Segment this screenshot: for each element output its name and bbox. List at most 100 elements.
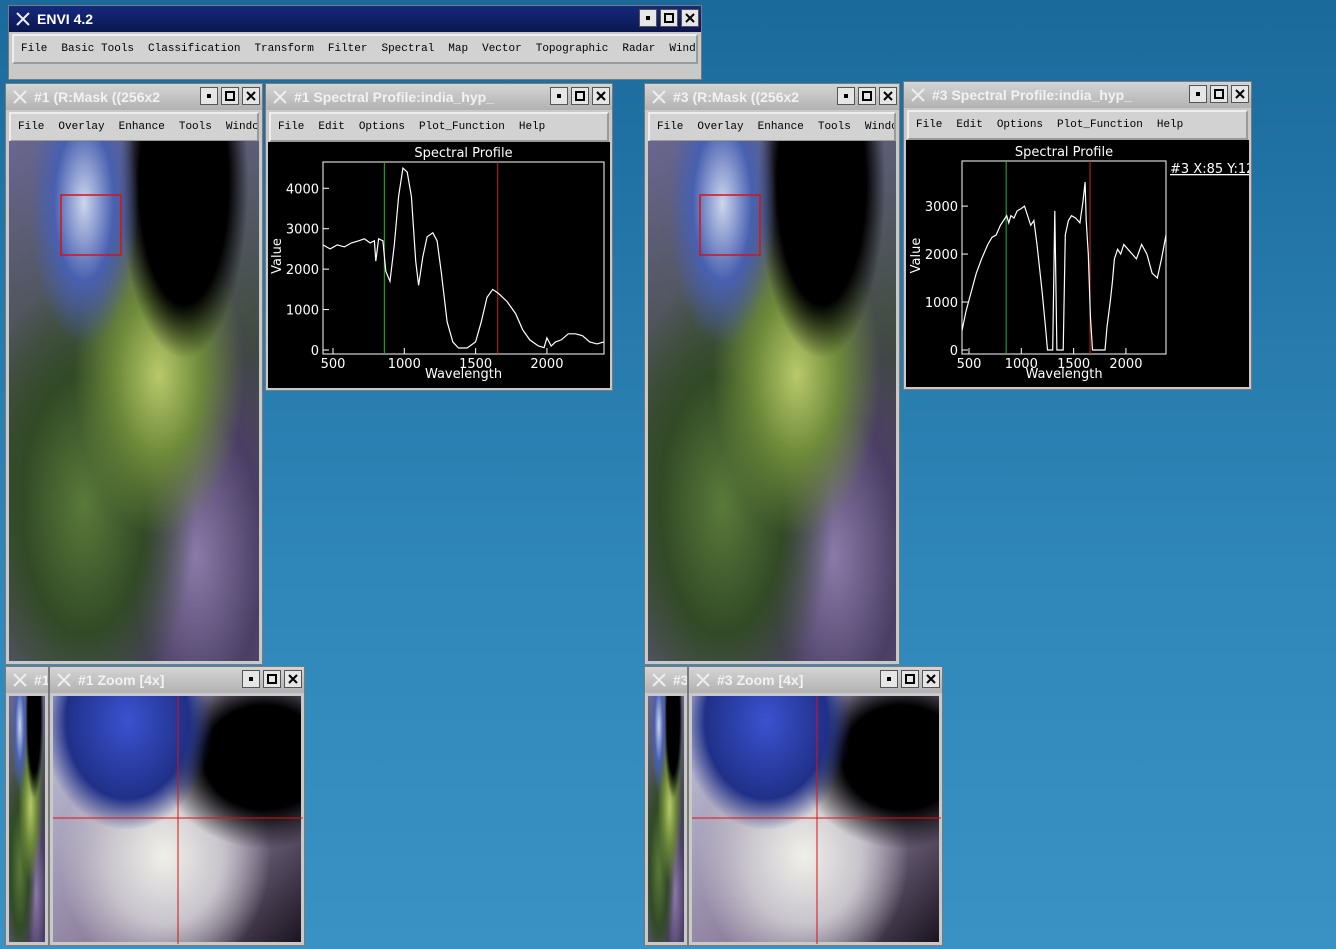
- image-view: [9, 141, 259, 661]
- menu-item[interactable]: Basic Tools: [61, 43, 134, 55]
- menu-item[interactable]: File: [21, 43, 47, 55]
- window-button[interactable]: [200, 87, 218, 105]
- x-logo: [56, 672, 72, 688]
- x-tick-label: 2000: [1109, 357, 1142, 372]
- x-axis-label: Wavelength: [1025, 367, 1102, 382]
- crosshair: [53, 696, 303, 944]
- window-title: #1 (R:Mask ((256x2: [34, 84, 160, 110]
- title-bar: #3 Spectral Profile:india_hyp_: [904, 82, 1251, 108]
- menu-item[interactable]: Enhance: [119, 121, 165, 133]
- window-button[interactable]: [571, 87, 589, 105]
- menu-item[interactable]: Options: [359, 121, 405, 133]
- title-bar: #1 Zoom [4x]: [50, 667, 304, 693]
- menu-bar: File Edit Options Plot_Function Help: [269, 112, 609, 142]
- zoom-view: [53, 696, 301, 942]
- menu-item[interactable]: Spectral: [381, 43, 434, 55]
- title-bar: #1 Spectral Profile:india_hyp_: [266, 84, 612, 110]
- window-button[interactable]: [550, 87, 568, 105]
- profile-window: #1 Spectral Profile:india_hyp_ File Edit Op…: [265, 83, 613, 391]
- menu-item[interactable]: Enhance: [758, 121, 804, 133]
- y-tick-label: 2000: [925, 248, 958, 263]
- window-button[interactable]: [1231, 85, 1249, 103]
- window-title: ENVI 4.2: [37, 6, 93, 32]
- y-tick-label: 4000: [286, 182, 319, 197]
- menu-item[interactable]: Tools: [179, 121, 212, 133]
- menu-item[interactable]: File: [657, 121, 683, 133]
- menu-item[interactable]: Help: [1157, 119, 1183, 131]
- window-button[interactable]: [880, 670, 898, 688]
- window-button[interactable]: [837, 87, 855, 105]
- menu-item[interactable]: Plot_Function: [419, 121, 505, 133]
- roi-box: [648, 141, 898, 661]
- menu-item[interactable]: Transform: [254, 43, 313, 55]
- y-tick-label: 3000: [286, 223, 319, 238]
- menu-item[interactable]: Window: [865, 121, 896, 133]
- chart-title: Spectral Profile: [414, 146, 512, 161]
- spectral-plot: Spectral Profile500100015002000010002000…: [906, 140, 1249, 387]
- window-title: #1 Spectral Profile:india_hyp_: [294, 84, 494, 110]
- menu-item[interactable]: File: [916, 119, 942, 131]
- window-button[interactable]: [681, 9, 699, 27]
- window-title: #3 Zoom [4x]: [717, 667, 803, 693]
- window-button[interactable]: [592, 87, 610, 105]
- menu-item[interactable]: Help: [519, 121, 545, 133]
- menu-item[interactable]: Options: [997, 119, 1043, 131]
- window-button[interactable]: [660, 9, 678, 27]
- window-buttons: [1189, 85, 1249, 103]
- title-bar: ENVI 4.2: [9, 6, 701, 32]
- title-bar: #3 Zoom [4x]: [689, 667, 942, 693]
- image-window: #3 (R:Mask ((256x2 File Overlay Enhance Tool…: [644, 83, 900, 665]
- menu-item[interactable]: File: [278, 121, 304, 133]
- window-buttons: [880, 670, 940, 688]
- menu-bar: File Edit Options Plot_Function Help: [907, 110, 1248, 140]
- window-buttons: [200, 87, 260, 105]
- spectrum-line: [962, 182, 1166, 350]
- menu-item[interactable]: Edit: [956, 119, 982, 131]
- window-button[interactable]: [639, 9, 657, 27]
- window-button[interactable]: [1189, 85, 1207, 103]
- profile-window: #3 Spectral Profile:india_hyp_ File Edit Op…: [903, 81, 1252, 390]
- x-logo: [695, 672, 711, 688]
- menu-item[interactable]: Plot_Function: [1057, 119, 1143, 131]
- window-button[interactable]: [221, 87, 239, 105]
- window-button[interactable]: [263, 670, 281, 688]
- menu-item[interactable]: Window: [669, 43, 698, 55]
- menu-item[interactable]: Tools: [818, 121, 851, 133]
- menu-item[interactable]: Vector: [482, 43, 522, 55]
- menu-item[interactable]: Edit: [318, 121, 344, 133]
- menu-item[interactable]: Classification: [148, 43, 240, 55]
- cursor-annotation: #3 X:85 Y:12: [1170, 162, 1249, 177]
- title-bar: #1 (R:Mask ((256x2: [6, 84, 262, 110]
- menu-item[interactable]: Overlay: [58, 121, 104, 133]
- y-axis-label: Value: [909, 238, 924, 274]
- menu-item[interactable]: Topographic: [536, 43, 609, 55]
- x-tick-label: 500: [957, 357, 982, 372]
- x-logo: [272, 89, 288, 105]
- image-view: [648, 141, 896, 661]
- window-button[interactable]: [901, 670, 919, 688]
- window-button[interactable]: [858, 87, 876, 105]
- menu-bar: File Overlay Enhance Tools Window: [9, 112, 259, 142]
- x-tick-label: 2000: [530, 357, 563, 372]
- menu-item[interactable]: Radar: [622, 43, 655, 55]
- window-button[interactable]: [284, 670, 302, 688]
- window-title: #3 (R:Mask ((256x2: [673, 84, 799, 110]
- x-logo: [12, 89, 28, 105]
- menu-item[interactable]: Overlay: [697, 121, 743, 133]
- window-button[interactable]: [922, 670, 940, 688]
- window-title: #1 Zoom [4x]: [78, 667, 164, 693]
- menu-item[interactable]: Filter: [328, 43, 368, 55]
- scroll-window: #1 S: [5, 666, 49, 946]
- window-button[interactable]: [1210, 85, 1228, 103]
- window-button[interactable]: [242, 87, 260, 105]
- window-title: #1 S: [34, 667, 48, 693]
- zoom-window: #1 Zoom [4x]: [49, 666, 305, 946]
- window-button[interactable]: [242, 670, 260, 688]
- menu-item[interactable]: File: [18, 121, 44, 133]
- window-button[interactable]: [879, 87, 897, 105]
- menu-item[interactable]: Map: [448, 43, 468, 55]
- menu-item[interactable]: Window: [226, 121, 259, 133]
- crosshair: [692, 696, 941, 944]
- y-tick-label: 2000: [286, 263, 319, 278]
